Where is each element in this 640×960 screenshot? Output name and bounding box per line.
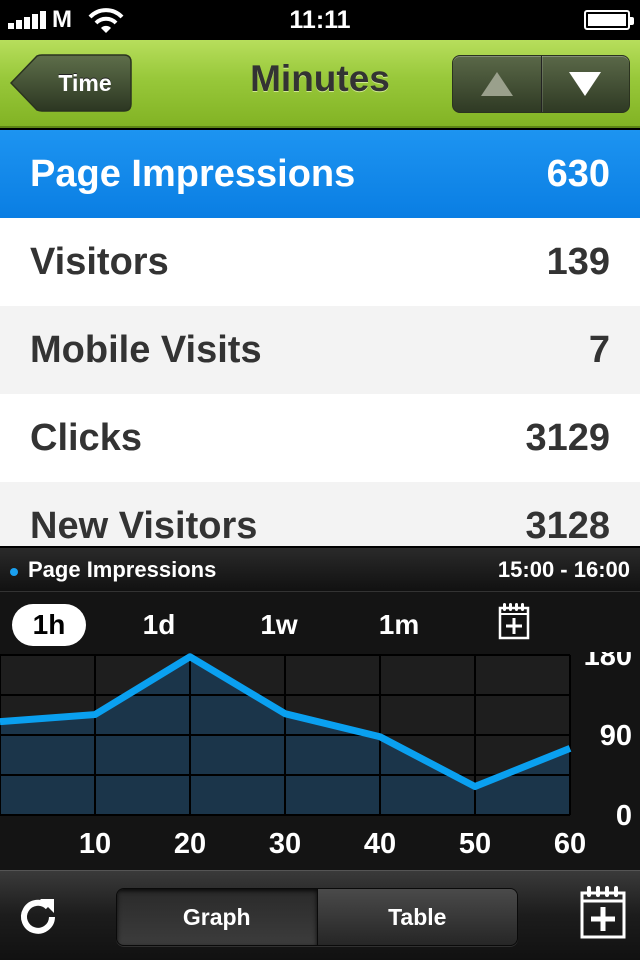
up-arrow-icon <box>480 72 513 96</box>
previous-next-control <box>452 55 630 113</box>
metric-label: Visitors <box>30 240 169 283</box>
chart-grid <box>0 654 571 816</box>
refresh-button[interactable] <box>16 895 60 944</box>
metric-label: New Visitors <box>30 504 258 547</box>
y-axis-ticks: 180 90 0 <box>584 652 632 832</box>
list-item-page-impressions[interactable]: Page Impressions 630 <box>0 130 640 218</box>
next-button[interactable] <box>540 56 630 112</box>
graph-panel: Page Impressions 15:00 - 16:00 1h 1d 1w … <box>0 546 640 870</box>
metric-value: 3128 <box>525 504 610 547</box>
metric-label: Page Impressions <box>30 152 356 195</box>
list-item-visitors[interactable]: Visitors 139 <box>0 218 640 306</box>
x-tick-label: 20 <box>174 828 206 860</box>
refresh-icon <box>21 899 55 934</box>
range-1w-button[interactable]: 1w <box>260 609 298 640</box>
metric-value: 139 <box>546 240 610 283</box>
x-tick-label: 60 <box>554 828 586 860</box>
wifi-icon <box>86 6 126 39</box>
signal-strength-icon <box>8 11 46 29</box>
series-dot-icon <box>10 568 18 576</box>
bottom-toolbar: Graph Table <box>0 870 640 960</box>
metric-label: Mobile Visits <box>30 328 262 371</box>
graph-series-label: Page Impressions <box>28 557 217 582</box>
status-bar: M 11:11 <box>0 0 640 40</box>
down-arrow-icon <box>569 72 602 96</box>
metrics-list: Page Impressions 630 Visitors 139 Mobile… <box>0 130 640 546</box>
metric-value: 7 <box>588 328 610 371</box>
calendar-add-icon[interactable] <box>498 602 530 645</box>
back-button-label: Time <box>58 70 112 96</box>
graph-tab[interactable]: Graph <box>117 889 317 945</box>
graph-time-range: 15:00 - 16:00 <box>497 557 630 582</box>
previous-button[interactable] <box>453 56 541 112</box>
x-tick-label: 10 <box>79 828 111 860</box>
back-button[interactable]: Time <box>10 54 132 112</box>
x-tick-label: 40 <box>364 828 396 860</box>
chart-line <box>0 653 572 791</box>
battery-icon <box>584 10 634 30</box>
list-item-mobile-visits[interactable]: Mobile Visits 7 <box>0 306 640 394</box>
x-tick-label: 50 <box>459 828 491 860</box>
x-tick-label: 30 <box>269 828 301 860</box>
navigation-bar: Time Minutes <box>0 40 640 128</box>
impressions-chart: 180 90 0 10 20 30 40 50 60 <box>0 652 632 860</box>
list-item-new-visitors[interactable]: New Visitors 3128 <box>0 482 640 546</box>
carrier-name: M <box>52 6 72 33</box>
range-1m-button[interactable]: 1m <box>378 609 420 640</box>
y-tick-label: 180 <box>584 652 632 672</box>
metric-value: 3129 <box>525 416 610 459</box>
view-mode-control: Graph Table <box>116 888 518 946</box>
range-1h-button[interactable]: 1h <box>12 604 86 646</box>
graph-header: Page Impressions 15:00 - 16:00 <box>0 546 640 592</box>
y-tick-label: 90 <box>600 720 632 752</box>
range-1d-button[interactable]: 1d <box>142 609 176 640</box>
add-calendar-button[interactable] <box>580 885 626 944</box>
x-axis-ticks: 10 20 30 40 50 60 <box>79 828 586 860</box>
status-time: 11:11 <box>289 6 351 34</box>
calendar-add-icon <box>580 886 626 939</box>
list-item-clicks[interactable]: Clicks 3129 <box>0 394 640 482</box>
page-title: Minutes <box>250 58 390 99</box>
metric-label: Clicks <box>30 416 142 459</box>
y-tick-label: 0 <box>616 800 632 832</box>
table-tab[interactable]: Table <box>316 889 517 945</box>
metric-value: 630 <box>546 152 610 195</box>
range-selector: 1h 1d 1w 1m <box>0 594 640 652</box>
